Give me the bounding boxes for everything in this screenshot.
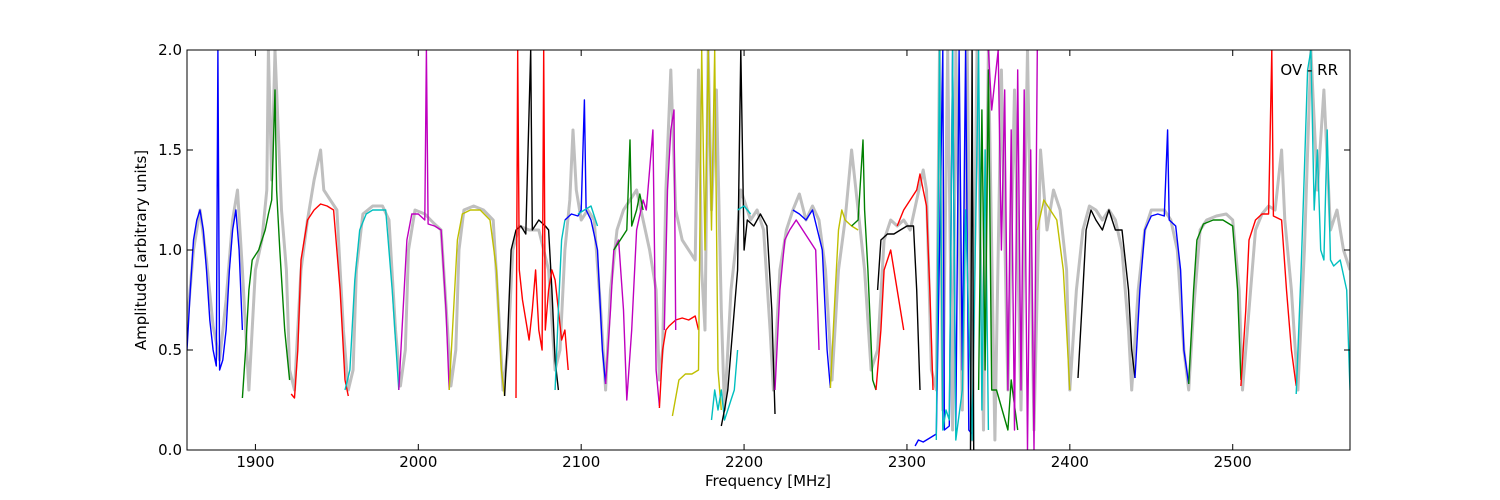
series-line-16 [710,349,739,421]
series-line-23 [875,249,905,391]
series-line-24 [876,225,921,391]
series-line-27 [935,50,990,441]
series-line-22 [851,139,877,391]
series-layer [187,50,1350,450]
x-tick-label: 2000 [399,453,437,471]
series-line-15 [671,50,722,417]
series-line-9 [564,99,607,385]
series-line-18 [737,205,752,215]
x-tick-label: 2400 [1051,453,1089,471]
series-line-1 [241,89,291,399]
series-line-35 [1240,50,1297,387]
series-line-8 [554,219,566,391]
x-tick-label: 2200 [725,453,763,471]
y-tick-label: 2.0 [158,41,182,59]
series-line-20 [792,209,832,389]
series-line-5 [448,209,506,397]
series-line-12 [613,139,644,251]
y-axis-label: Amplitude [arbitrary units] [132,150,150,350]
y-tick-label: 0.0 [158,441,182,459]
series-line-36 [1295,50,1350,395]
series-line-26 [914,50,973,447]
series-line-0 [187,50,244,371]
background-series-line [187,50,1350,442]
x-tick-label: 2100 [562,453,600,471]
series-line-3 [344,209,400,391]
series-line-4 [398,50,450,391]
series-line-28 [969,50,975,450]
series-line-31 [1036,199,1071,391]
series-line-19 [774,219,820,391]
x-tick-label: 2500 [1214,453,1252,471]
series-line-30 [987,50,1039,450]
series-line-29 [977,69,1019,431]
series-line-14 [663,109,677,331]
series-line-17 [720,50,776,427]
series-line-2 [290,203,349,399]
series-line-25 [896,173,934,391]
series-line-33 [1134,129,1190,385]
x-tick-label: 2300 [888,453,926,471]
series-line-6 [503,50,560,397]
y-tick-label: 1.5 [158,141,182,159]
series-line-32 [1077,209,1136,379]
series-line-13 [658,315,700,409]
x-tick-label: 1900 [236,453,274,471]
series-line-34 [1188,219,1242,385]
x-axis-label: Frequency [MHz] [705,472,831,490]
series-line-10 [577,205,599,227]
annotation-label: OV - RR [1280,61,1338,79]
ticks-layer: 1900 2000 2100 2200 2300 2400 2500 0.0 0.5 1.0 1.5… [158,41,1350,471]
y-tick-label: 0.5 [158,341,182,359]
y-tick-label: 1.0 [158,241,182,259]
